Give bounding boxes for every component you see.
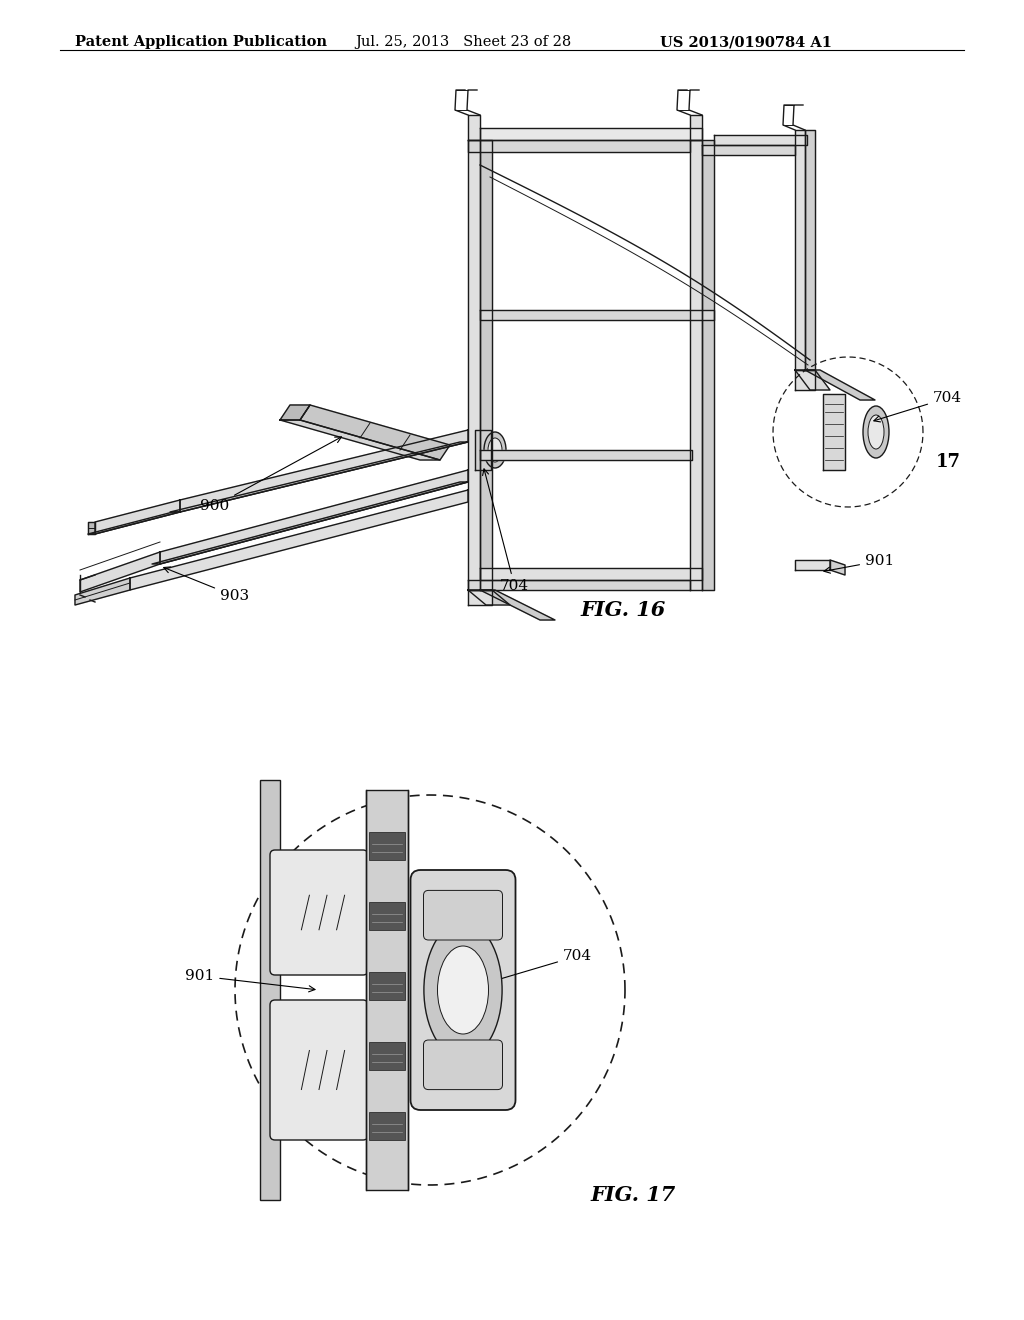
Text: 901: 901 [824, 554, 894, 573]
Bar [260, 780, 280, 1200]
Polygon shape [823, 393, 845, 470]
Bar [369, 832, 406, 861]
Polygon shape [475, 430, 490, 470]
Polygon shape [480, 568, 702, 579]
Polygon shape [160, 470, 468, 564]
Polygon shape [830, 560, 845, 576]
Text: 704: 704 [873, 391, 963, 422]
Bar [369, 1041, 406, 1071]
Ellipse shape [488, 438, 502, 462]
Polygon shape [480, 310, 714, 319]
Text: 704: 704 [482, 469, 529, 593]
Polygon shape [468, 579, 690, 590]
Text: 900: 900 [200, 437, 341, 513]
Polygon shape [300, 405, 450, 459]
Text: US 2013/0190784 A1: US 2013/0190784 A1 [660, 36, 831, 49]
Polygon shape [468, 115, 480, 140]
Text: FIG. 16: FIG. 16 [580, 601, 666, 620]
Bar [366, 789, 408, 1191]
Polygon shape [480, 128, 702, 140]
Polygon shape [468, 590, 510, 605]
Polygon shape [468, 140, 480, 590]
Bar [369, 972, 406, 1001]
FancyBboxPatch shape [270, 850, 368, 975]
Polygon shape [690, 115, 702, 140]
Ellipse shape [868, 414, 884, 449]
Text: 17: 17 [936, 453, 961, 471]
Polygon shape [795, 370, 815, 389]
Polygon shape [75, 578, 130, 605]
Polygon shape [714, 135, 807, 145]
Polygon shape [280, 420, 440, 459]
FancyBboxPatch shape [270, 1001, 368, 1140]
Bar [369, 902, 406, 931]
FancyBboxPatch shape [411, 870, 515, 1110]
FancyBboxPatch shape [424, 1040, 503, 1089]
Polygon shape [95, 500, 180, 535]
Text: Jul. 25, 2013   Sheet 23 of 28: Jul. 25, 2013 Sheet 23 of 28 [355, 36, 571, 49]
Polygon shape [80, 552, 160, 591]
Ellipse shape [484, 432, 506, 469]
Ellipse shape [863, 407, 889, 458]
Polygon shape [280, 405, 310, 420]
Polygon shape [152, 482, 468, 564]
Text: Patent Application Publication: Patent Application Publication [75, 36, 327, 49]
Polygon shape [805, 129, 815, 370]
Polygon shape [702, 140, 714, 590]
Polygon shape [795, 560, 830, 570]
Ellipse shape [424, 921, 502, 1059]
Polygon shape [170, 442, 468, 512]
Polygon shape [88, 512, 180, 535]
Polygon shape [690, 140, 702, 590]
Bar [369, 1111, 406, 1140]
Text: 901: 901 [185, 969, 315, 991]
Polygon shape [805, 370, 874, 400]
Polygon shape [468, 140, 690, 152]
Text: FIG. 17: FIG. 17 [590, 1185, 675, 1205]
Polygon shape [88, 521, 95, 535]
FancyBboxPatch shape [424, 891, 503, 940]
Ellipse shape [437, 946, 488, 1034]
Polygon shape [480, 590, 555, 620]
Polygon shape [795, 370, 830, 389]
Text: 704: 704 [467, 949, 592, 990]
Polygon shape [130, 490, 468, 590]
Polygon shape [702, 145, 795, 154]
Polygon shape [180, 430, 468, 512]
Text: 903: 903 [164, 568, 249, 603]
Polygon shape [468, 590, 492, 605]
Polygon shape [480, 140, 492, 590]
Polygon shape [480, 450, 692, 459]
Polygon shape [795, 129, 805, 370]
